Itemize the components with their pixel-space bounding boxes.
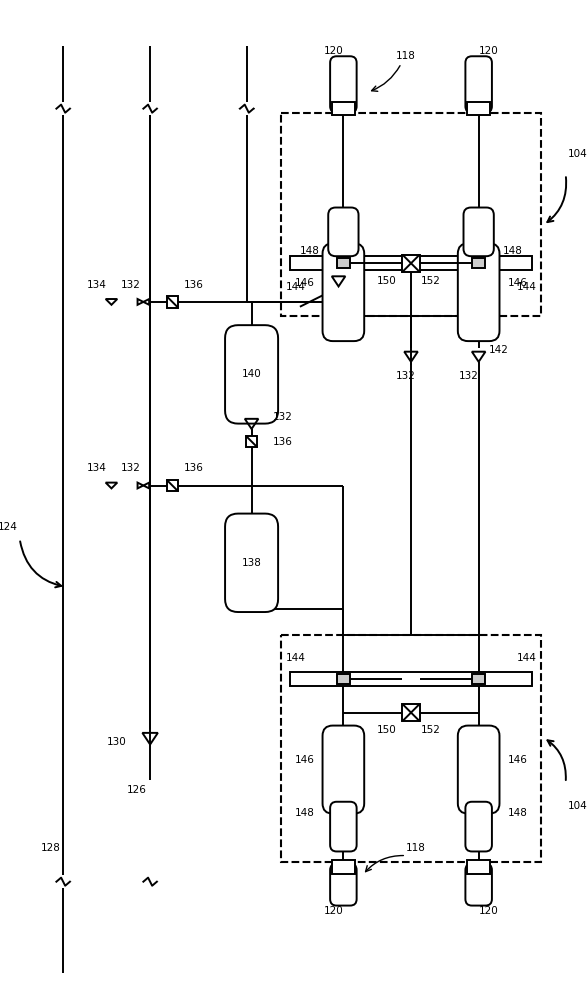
Polygon shape <box>106 483 117 488</box>
FancyBboxPatch shape <box>328 208 359 256</box>
Text: 140: 140 <box>242 369 262 379</box>
FancyBboxPatch shape <box>330 802 357 851</box>
Bar <box>239 102 255 115</box>
Text: 132: 132 <box>396 371 416 381</box>
Bar <box>472 674 486 684</box>
Bar <box>332 860 355 874</box>
Text: 148: 148 <box>299 246 319 256</box>
Bar <box>142 875 158 888</box>
Polygon shape <box>143 483 149 488</box>
FancyBboxPatch shape <box>466 802 492 851</box>
Text: 120: 120 <box>324 46 343 56</box>
FancyBboxPatch shape <box>458 243 499 341</box>
Bar <box>246 436 258 447</box>
FancyBboxPatch shape <box>323 726 364 814</box>
Bar <box>166 296 178 308</box>
Polygon shape <box>138 299 143 305</box>
FancyBboxPatch shape <box>463 208 494 256</box>
Text: 136: 136 <box>184 463 204 473</box>
Text: 134: 134 <box>87 463 106 473</box>
FancyBboxPatch shape <box>330 864 357 906</box>
Bar <box>467 860 490 874</box>
Text: 148: 148 <box>295 808 315 818</box>
Bar <box>280 635 542 862</box>
Text: 132: 132 <box>121 280 141 290</box>
Text: 148: 148 <box>507 808 527 818</box>
Text: 152: 152 <box>420 725 440 735</box>
Text: 144: 144 <box>517 282 537 292</box>
Polygon shape <box>143 299 149 305</box>
Bar <box>55 102 71 115</box>
Text: 134: 134 <box>87 280 106 290</box>
Text: 146: 146 <box>507 278 527 288</box>
Bar <box>402 255 420 272</box>
Text: 118: 118 <box>396 51 416 61</box>
Text: 104: 104 <box>567 149 587 159</box>
Bar <box>55 875 71 888</box>
Text: 126: 126 <box>126 785 146 795</box>
Text: 146: 146 <box>295 755 315 765</box>
Text: 124: 124 <box>0 522 18 532</box>
Text: 136: 136 <box>184 280 204 290</box>
Text: 150: 150 <box>377 276 397 286</box>
Text: 128: 128 <box>41 843 61 853</box>
Bar <box>290 256 532 270</box>
Text: 118: 118 <box>406 843 426 853</box>
Text: 132: 132 <box>273 412 293 422</box>
FancyBboxPatch shape <box>466 864 492 906</box>
Text: 146: 146 <box>295 278 315 288</box>
Text: 148: 148 <box>503 246 523 256</box>
FancyBboxPatch shape <box>323 243 364 341</box>
Text: 132: 132 <box>459 371 479 381</box>
Text: 146: 146 <box>507 755 527 765</box>
Bar <box>472 258 486 268</box>
Text: 144: 144 <box>285 653 305 663</box>
Bar <box>336 674 350 684</box>
Polygon shape <box>106 299 117 305</box>
Text: 120: 120 <box>324 906 343 916</box>
Text: 152: 152 <box>420 276 440 286</box>
FancyBboxPatch shape <box>330 56 357 113</box>
Text: 142: 142 <box>488 345 508 355</box>
Text: 130: 130 <box>106 737 126 747</box>
Text: 120: 120 <box>479 906 498 916</box>
Text: 132: 132 <box>121 463 141 473</box>
Bar <box>332 102 355 115</box>
Bar <box>290 672 532 686</box>
Text: 104: 104 <box>567 801 587 811</box>
Polygon shape <box>138 483 143 488</box>
Text: 138: 138 <box>242 558 262 568</box>
Text: 120: 120 <box>479 46 498 56</box>
Text: 136: 136 <box>273 437 293 447</box>
FancyBboxPatch shape <box>225 325 278 424</box>
FancyBboxPatch shape <box>225 514 278 612</box>
FancyBboxPatch shape <box>458 726 499 814</box>
Text: 144: 144 <box>517 653 537 663</box>
FancyBboxPatch shape <box>466 56 492 113</box>
Text: 150: 150 <box>377 725 397 735</box>
Bar <box>142 102 158 115</box>
Bar <box>336 258 350 268</box>
Bar <box>402 704 420 721</box>
Bar <box>467 102 490 115</box>
Text: 144: 144 <box>285 282 305 292</box>
Bar <box>166 480 178 491</box>
Text: 142: 142 <box>353 263 373 273</box>
Bar <box>280 113 542 316</box>
